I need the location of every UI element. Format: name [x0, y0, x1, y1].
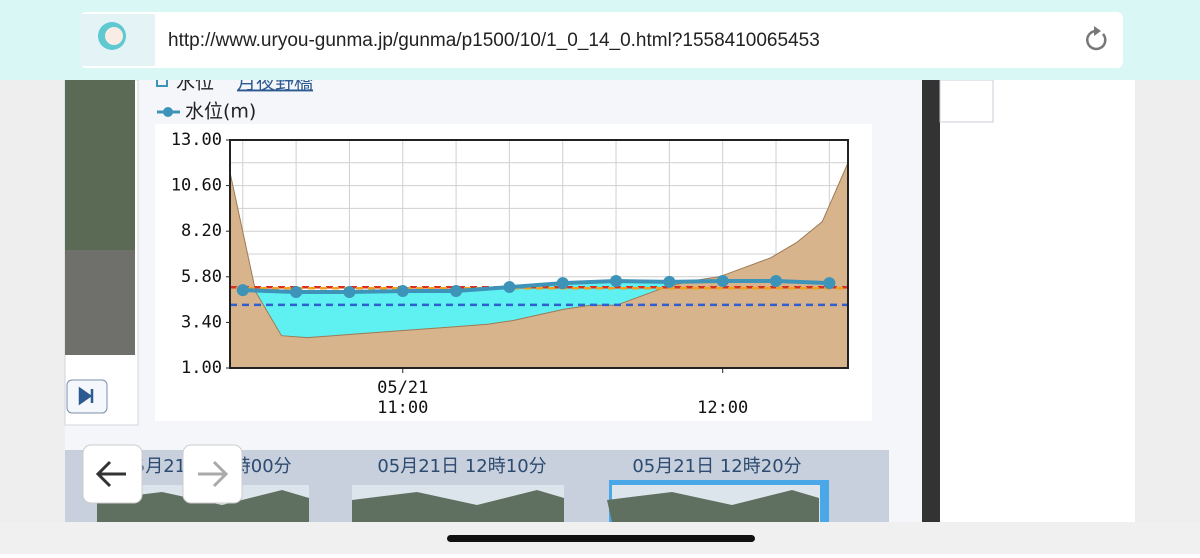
legend-label: 水位(m): [185, 101, 256, 123]
thumbnail-hills: [607, 490, 819, 522]
marker: [770, 274, 783, 287]
y-tick-label: 10.60: [171, 176, 222, 196]
marker: [663, 275, 676, 288]
thumbnail-label: 05月21日 12時20分: [632, 456, 801, 477]
x-tick-label: 05/21 11:00: [377, 378, 428, 418]
legend-marker: [163, 107, 173, 117]
thumbnail-hills: [352, 490, 564, 522]
bed-profile: [229, 162, 849, 369]
back-arrow: [95, 460, 126, 488]
home-indicator: [447, 535, 755, 542]
address-bar[interactable]: [80, 12, 1123, 68]
y-tick-label: 1.00: [181, 358, 222, 378]
marker: [823, 277, 836, 290]
forward-arrow: [198, 460, 229, 488]
marker: [396, 285, 409, 298]
y-tick-label: 8.20: [181, 221, 222, 241]
marker: [556, 277, 569, 290]
series-line: [242, 278, 830, 294]
avatar-face: [105, 27, 123, 45]
reload-arrowhead: [1094, 26, 1101, 36]
thumbnail-label: 05月21日 12時10分: [377, 456, 546, 477]
y-tick-label: 5.80: [181, 267, 222, 287]
play-end-icon: [78, 386, 94, 406]
right-box: [939, 79, 994, 123]
marker: [503, 281, 516, 294]
photo-rocks: [65, 250, 135, 355]
marker: [450, 285, 463, 298]
reload-icon[interactable]: [1086, 29, 1107, 51]
y-tick-label: 13.00: [171, 130, 222, 150]
y-tick-label: 3.40: [181, 312, 222, 332]
url: http://www.uryou-gunma.jp/gunma/p1500/10…: [168, 30, 820, 51]
thumbnails: 05月21日 12時00分 05月21日 12時10分 05月21日 12時20分: [97, 456, 829, 526]
right-panel: [940, 80, 1135, 522]
x-tick-label: 12:00: [697, 398, 748, 418]
marker: [716, 274, 729, 287]
marker: [610, 274, 623, 287]
chart: 13.00 10.60 8.20 5.80 3.40 1.00 05/21 11:00 12:0…: [171, 130, 849, 418]
margin-right: [1135, 80, 1200, 522]
scrollbar: [922, 80, 940, 522]
marker: [236, 284, 249, 297]
marker: [343, 286, 356, 298]
thumbnail-hills: [97, 490, 309, 522]
marker: [290, 286, 303, 298]
plot-frame: [229, 139, 849, 369]
